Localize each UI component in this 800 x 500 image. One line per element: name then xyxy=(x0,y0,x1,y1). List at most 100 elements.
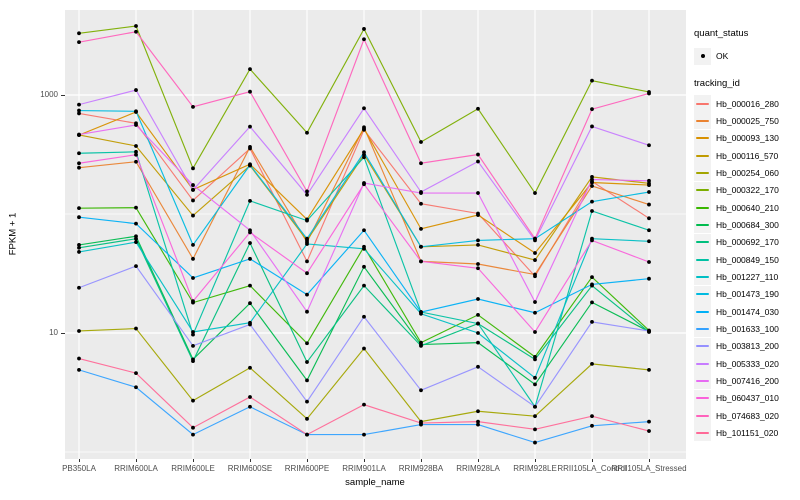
data-point xyxy=(362,126,366,131)
data-point xyxy=(191,425,195,430)
legend-key xyxy=(694,147,711,165)
data-point xyxy=(191,359,195,364)
legend-item-Hb_060437_010: Hb_060437_010 xyxy=(694,389,800,407)
point-icon xyxy=(700,54,705,58)
data-point xyxy=(248,163,252,167)
legend-item-label: Hb_000322_170 xyxy=(716,185,779,196)
data-point xyxy=(248,301,252,306)
legend-item-Hb_000025_750: Hb_000025_750 xyxy=(694,112,800,130)
data-point xyxy=(533,440,537,445)
legend-item-Hb_001474_030: Hb_001474_030 xyxy=(694,303,800,321)
data-point xyxy=(134,385,138,390)
data-point xyxy=(305,432,309,437)
data-point xyxy=(362,314,366,319)
data-point xyxy=(419,421,423,425)
legend-key xyxy=(694,233,711,251)
data-point xyxy=(419,191,423,195)
legend-title-tracking-id: tracking_id xyxy=(694,78,740,89)
data-point xyxy=(533,272,537,277)
data-point xyxy=(77,165,81,170)
legend-item-label: Hb_000684_300 xyxy=(716,219,779,230)
data-point xyxy=(77,102,81,107)
data-point xyxy=(191,432,195,437)
data-point xyxy=(77,161,81,166)
x-tick-label-RRIM600LA: RRIM600LA xyxy=(114,464,158,473)
data-point xyxy=(419,161,423,166)
data-point xyxy=(590,300,594,305)
data-point xyxy=(419,388,423,393)
legend-item-label: Hb_000093_130 xyxy=(716,133,779,144)
legend-item-ok: OK xyxy=(694,47,800,65)
data-point xyxy=(533,236,537,241)
data-point xyxy=(533,404,537,409)
legend-item-Hb_007416_200: Hb_007416_200 xyxy=(694,372,800,390)
line-swatch-icon xyxy=(696,241,709,244)
data-point xyxy=(248,230,252,235)
legend-item-Hb_001633_100: Hb_001633_100 xyxy=(694,320,800,338)
legend-key xyxy=(694,389,711,407)
legend-item-label: Hb_060437_010 xyxy=(716,393,779,404)
legend: quant_status OK tracking_id Hb_000016_28… xyxy=(694,27,800,442)
legend-item-Hb_001227_110: Hb_001227_110 xyxy=(694,268,800,286)
legend-key xyxy=(694,129,711,147)
y-tick-mark xyxy=(61,94,65,96)
legend-item-Hb_000684_300: Hb_000684_300 xyxy=(694,216,800,234)
data-point xyxy=(305,309,309,314)
data-point xyxy=(647,190,651,194)
data-point xyxy=(134,240,138,245)
legend-item-Hb_000116_570: Hb_000116_570 xyxy=(694,147,800,165)
data-point xyxy=(191,166,195,171)
data-point xyxy=(647,367,651,372)
legend-item-Hb_003813_200: Hb_003813_200 xyxy=(694,337,800,355)
data-point xyxy=(248,395,252,399)
data-point xyxy=(419,343,423,348)
plot-panel xyxy=(65,10,686,459)
data-point xyxy=(590,238,594,243)
legend-tracking-id-items: Hb_000016_280 Hb_000025_750 Hb_000093_130 H… xyxy=(694,95,800,442)
x-tick-mark xyxy=(135,459,137,462)
data-point xyxy=(134,205,138,210)
legend-key xyxy=(694,112,711,130)
data-point xyxy=(362,432,366,437)
data-point xyxy=(134,236,138,241)
legend-item-Hb_005333_020: Hb_005333_020 xyxy=(694,355,800,373)
data-point xyxy=(134,264,138,268)
legend-item-label: Hb_001633_100 xyxy=(716,323,779,334)
data-point xyxy=(476,419,480,424)
data-point xyxy=(191,188,195,192)
legend-title-quant-status: quant_status xyxy=(694,28,749,39)
legend-item-Hb_000692_170: Hb_000692_170 xyxy=(694,233,800,251)
x-tick-mark xyxy=(363,459,365,462)
data-point xyxy=(362,150,366,155)
x-tick-label-RRII105LA_Stressed: RRII105LA_Stressed xyxy=(611,464,687,473)
line-swatch-icon xyxy=(696,137,709,140)
data-point xyxy=(590,423,594,428)
data-point xyxy=(476,312,480,317)
data-point xyxy=(248,67,252,72)
line-swatch-icon xyxy=(696,414,709,417)
line-swatch-icon xyxy=(696,258,709,261)
data-point xyxy=(476,422,480,427)
data-point xyxy=(533,258,537,262)
data-point xyxy=(362,246,366,251)
legend-item-Hb_000849_150: Hb_000849_150 xyxy=(694,251,800,269)
data-point xyxy=(590,184,594,188)
data-point xyxy=(533,375,537,380)
data-point xyxy=(305,242,309,246)
x-tick-mark xyxy=(420,459,422,462)
data-point xyxy=(647,178,651,183)
data-point xyxy=(476,262,480,266)
data-point xyxy=(647,216,651,221)
data-point xyxy=(134,123,138,127)
line-swatch-icon xyxy=(696,345,709,348)
data-point xyxy=(305,341,309,346)
x-tick-label-RRIM928LA: RRIM928LA xyxy=(456,464,500,473)
x-tick-mark xyxy=(78,459,80,462)
legend-item-label: Hb_000025_750 xyxy=(716,115,779,126)
line-swatch-icon xyxy=(696,431,709,434)
line-swatch-icon xyxy=(696,102,709,105)
x-tick-mark xyxy=(249,459,251,462)
y-tick-label: 1000 xyxy=(40,90,58,99)
legend-key xyxy=(694,199,711,217)
legend-item-label: Hb_000640_210 xyxy=(716,202,779,213)
